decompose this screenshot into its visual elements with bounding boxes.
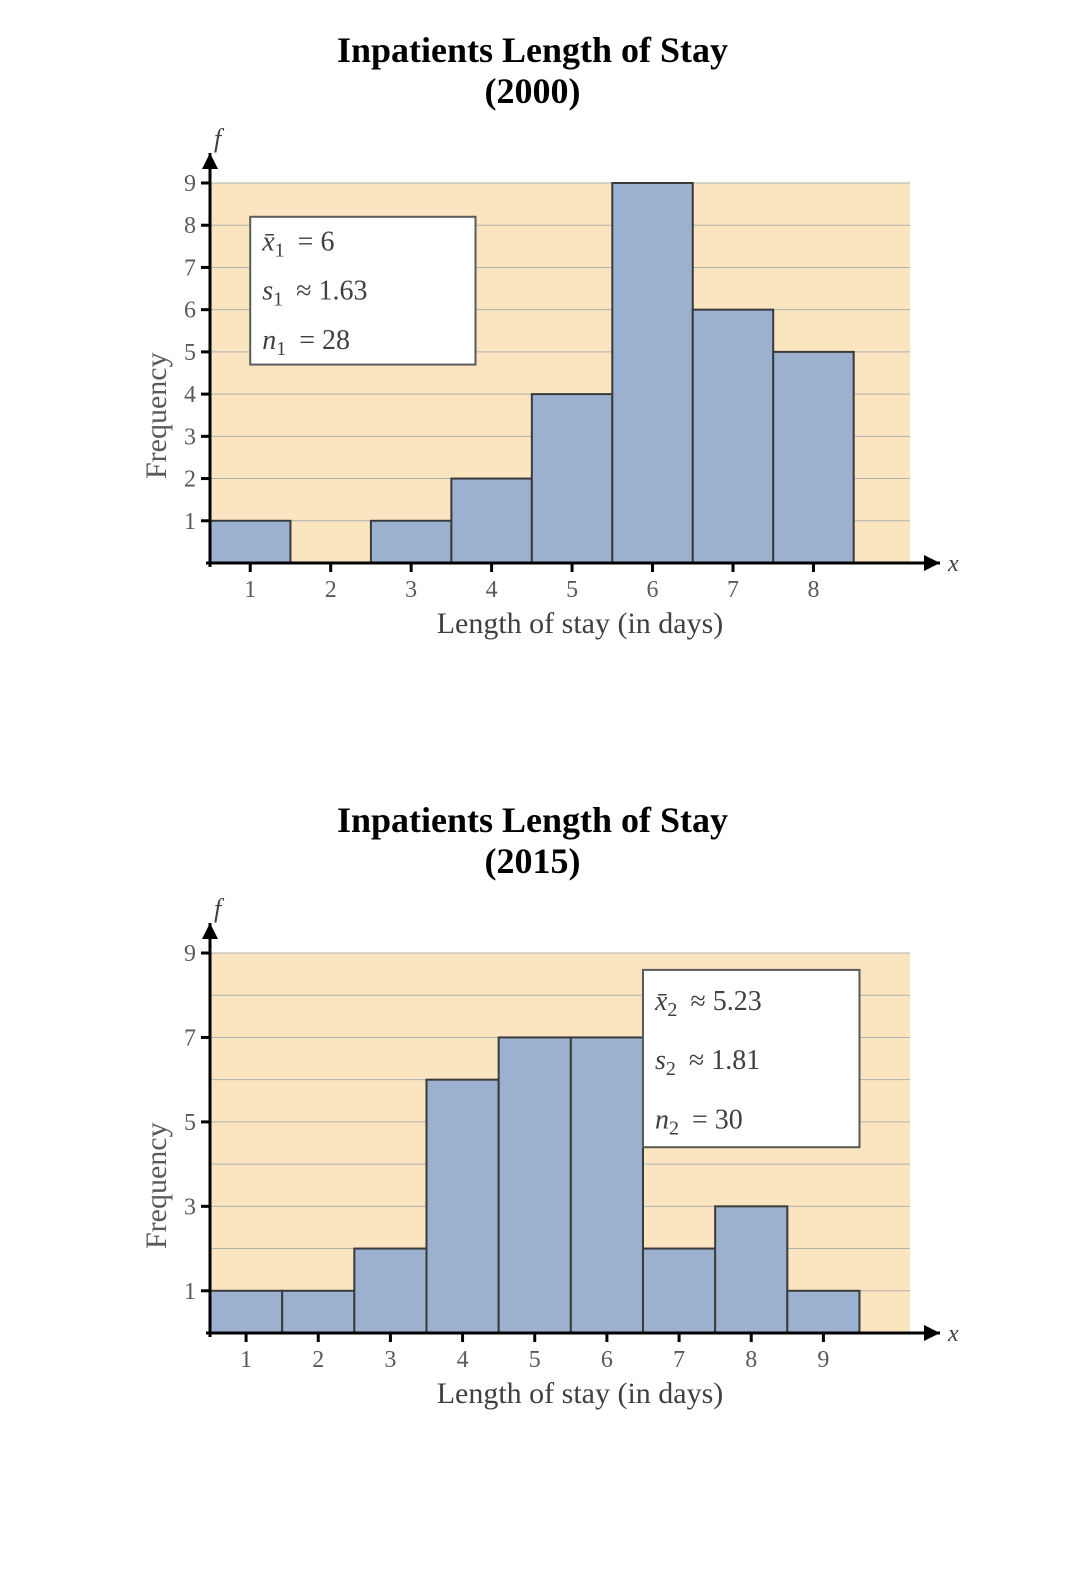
bar [499, 1037, 571, 1333]
stats-line: n1 = 28 [262, 325, 350, 360]
chart-2015-title-line2: (2015) [60, 841, 1005, 882]
ytick-label: 3 [184, 424, 196, 450]
chart-2015-xlabel: Length of stay (in days) [400, 1377, 760, 1411]
bar [371, 521, 451, 563]
chart-2000-svg: x̄1 = 6s1 ≈ 1.63n1 = 2812345678912345678… [75, 123, 990, 663]
ytick-label: 1 [184, 1279, 196, 1305]
bar [693, 309, 773, 562]
xtick-label: 1 [244, 577, 256, 603]
bar [210, 1291, 282, 1333]
xtick-label: 6 [601, 1347, 613, 1373]
bar [282, 1291, 354, 1333]
bar [643, 1248, 715, 1332]
xtick-label: 1 [240, 1347, 252, 1373]
bar [715, 1206, 787, 1333]
chart-2000-title: Inpatients Length of Stay (2000) [60, 30, 1005, 113]
ytick-label: 8 [184, 213, 196, 239]
ytick-label: 7 [184, 1025, 196, 1051]
xtick-label: 7 [673, 1347, 685, 1373]
xtick-label: 9 [817, 1347, 829, 1373]
bar [773, 352, 853, 563]
xtick-label: 3 [405, 577, 417, 603]
ytick-label: 9 [184, 171, 196, 197]
ytick-label: 5 [184, 1110, 196, 1136]
bar [354, 1248, 426, 1332]
chart-2000-block: Inpatients Length of Stay (2000) Frequen… [60, 30, 1005, 663]
page: { "chart1": { "type": "histogram", "titl… [0, 0, 1065, 1581]
xtick-label: 8 [807, 577, 819, 603]
xtick-label: 8 [745, 1347, 757, 1373]
bar [787, 1291, 859, 1333]
xtick-label: 3 [384, 1347, 396, 1373]
bar [571, 1037, 643, 1333]
chart-2000-plot: Frequency x̄1 = 6s1 ≈ 1.63n1 = 281234567… [75, 123, 990, 663]
xtick-label: 5 [566, 577, 578, 603]
stats-line: n2 = 30 [655, 1104, 743, 1139]
xtick-label: 6 [647, 577, 659, 603]
chart-2000-title-line1: Inpatients Length of Stay [60, 30, 1005, 71]
chart-2015-ylabel: Frequency [140, 1123, 174, 1250]
bar [451, 478, 531, 562]
xtick-label: 2 [325, 577, 337, 603]
xtick-label: 2 [312, 1347, 324, 1373]
ytick-label: 7 [184, 255, 196, 281]
bar [612, 183, 692, 563]
axis-label-x: x [947, 551, 959, 577]
xtick-label: 5 [529, 1347, 541, 1373]
ytick-label: 6 [184, 297, 196, 323]
xtick-label: 4 [486, 577, 498, 603]
chart-2000-title-line2: (2000) [60, 71, 1005, 112]
axis-label-f: f [214, 124, 225, 153]
xtick-label: 7 [727, 577, 739, 603]
chart-2000-xlabel: Length of stay (in days) [400, 607, 760, 641]
chart-2015-plot: Frequency x̄2 ≈ 5.23s2 ≈ 1.81n2 = 301357… [75, 893, 990, 1433]
chart-2015-block: Inpatients Length of Stay (2015) Frequen… [60, 800, 1005, 1433]
axis-label-f: f [214, 894, 225, 923]
chart-2015-svg: x̄2 ≈ 5.23s2 ≈ 1.81n2 = 3013579123456789… [75, 893, 990, 1433]
chart-2000-ylabel: Frequency [140, 353, 174, 480]
ytick-label: 4 [184, 382, 196, 408]
ytick-label: 1 [184, 509, 196, 535]
bar [426, 1079, 498, 1332]
ytick-label: 5 [184, 340, 196, 366]
bar [210, 521, 290, 563]
axis-label-x: x [947, 1321, 959, 1347]
bar [532, 394, 612, 563]
chart-2015-title: Inpatients Length of Stay (2015) [60, 800, 1005, 883]
xtick-label: 4 [457, 1347, 469, 1373]
ytick-label: 9 [184, 941, 196, 967]
chart-2015-title-line1: Inpatients Length of Stay [60, 800, 1005, 841]
ytick-label: 2 [184, 466, 196, 492]
ytick-label: 3 [184, 1194, 196, 1220]
stats-line: x̄1 = 6 [261, 226, 334, 261]
